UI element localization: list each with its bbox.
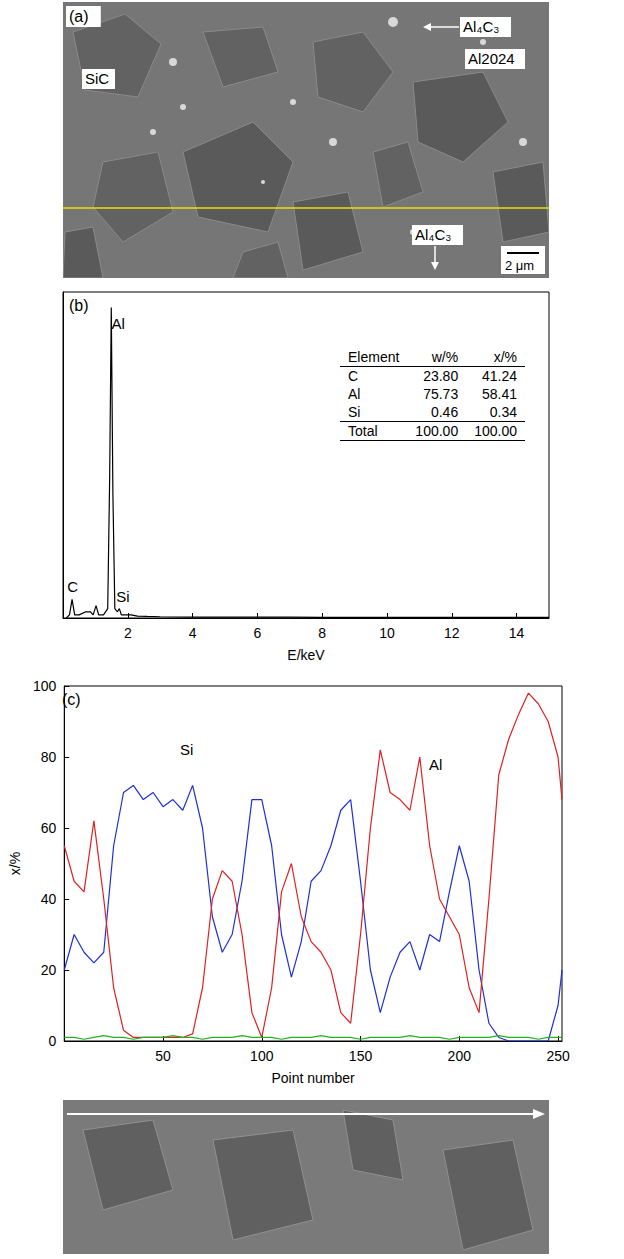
html-text:Element: Element bbox=[348, 349, 400, 365]
svg-text:(a): (a) bbox=[69, 8, 89, 25]
svg-text:20: 20 bbox=[41, 962, 57, 978]
html-text:0.46: 0.46 bbox=[430, 404, 459, 420]
svg-text:100: 100 bbox=[250, 1048, 274, 1064]
svg-text:50: 50 bbox=[155, 1048, 171, 1064]
html-text:C: C bbox=[348, 368, 359, 384]
html-text:Total: Total bbox=[348, 423, 378, 439]
svg-text:150: 150 bbox=[349, 1048, 373, 1064]
svg-text:Si: Si bbox=[116, 588, 129, 605]
html-text:w/%: w/% bbox=[431, 349, 459, 365]
html-text:Si: Si bbox=[348, 404, 361, 420]
svg-text:250: 250 bbox=[546, 1048, 570, 1064]
html-text:58.41: 58.41 bbox=[482, 386, 517, 402]
svg-text:200: 200 bbox=[448, 1048, 472, 1064]
html-text:41.24: 41.24 bbox=[482, 368, 517, 384]
svg-text:SiC: SiC bbox=[85, 70, 109, 87]
svg-text:0: 0 bbox=[48, 1033, 56, 1049]
svg-text:2 μm: 2 μm bbox=[505, 258, 534, 273]
svg-text:100: 100 bbox=[33, 678, 57, 694]
html-text:0.34: 0.34 bbox=[489, 404, 517, 420]
svg-text:12: 12 bbox=[444, 625, 460, 641]
html-text:x/%: x/% bbox=[493, 349, 517, 365]
html-text:100.00: 100.00 bbox=[474, 423, 517, 439]
svg-text:60: 60 bbox=[41, 820, 57, 836]
svg-text:Al₄C₃: Al₄C₃ bbox=[415, 226, 451, 243]
svg-text:Al₄C₃: Al₄C₃ bbox=[463, 18, 499, 35]
svg-text:Al: Al bbox=[429, 756, 442, 773]
svg-text:C: C bbox=[67, 578, 78, 595]
svg-text:8: 8 bbox=[318, 625, 326, 641]
svg-text:6: 6 bbox=[254, 625, 262, 641]
svg-text:Point number: Point number bbox=[271, 1070, 355, 1086]
html-text:Al: Al bbox=[348, 386, 361, 402]
svg-text:2: 2 bbox=[124, 625, 132, 641]
svg-text:Si: Si bbox=[180, 741, 193, 758]
html-text:75.73: 75.73 bbox=[423, 386, 459, 402]
svg-text:14: 14 bbox=[509, 625, 525, 641]
svg-text:10: 10 bbox=[379, 625, 395, 641]
svg-text:E/keV: E/keV bbox=[287, 647, 325, 663]
svg-text:Al: Al bbox=[111, 315, 124, 332]
html-text:100.00: 100.00 bbox=[415, 423, 459, 439]
svg-text:(b): (b) bbox=[69, 297, 89, 314]
svg-text:(c): (c) bbox=[62, 690, 81, 708]
svg-text:4: 4 bbox=[189, 625, 197, 641]
svg-text:40: 40 bbox=[41, 891, 57, 907]
svg-text:80: 80 bbox=[41, 749, 57, 765]
html-text:23.80: 23.80 bbox=[423, 368, 459, 384]
svg-text:x/%: x/% bbox=[7, 852, 23, 875]
svg-text:Al2024: Al2024 bbox=[468, 50, 515, 67]
